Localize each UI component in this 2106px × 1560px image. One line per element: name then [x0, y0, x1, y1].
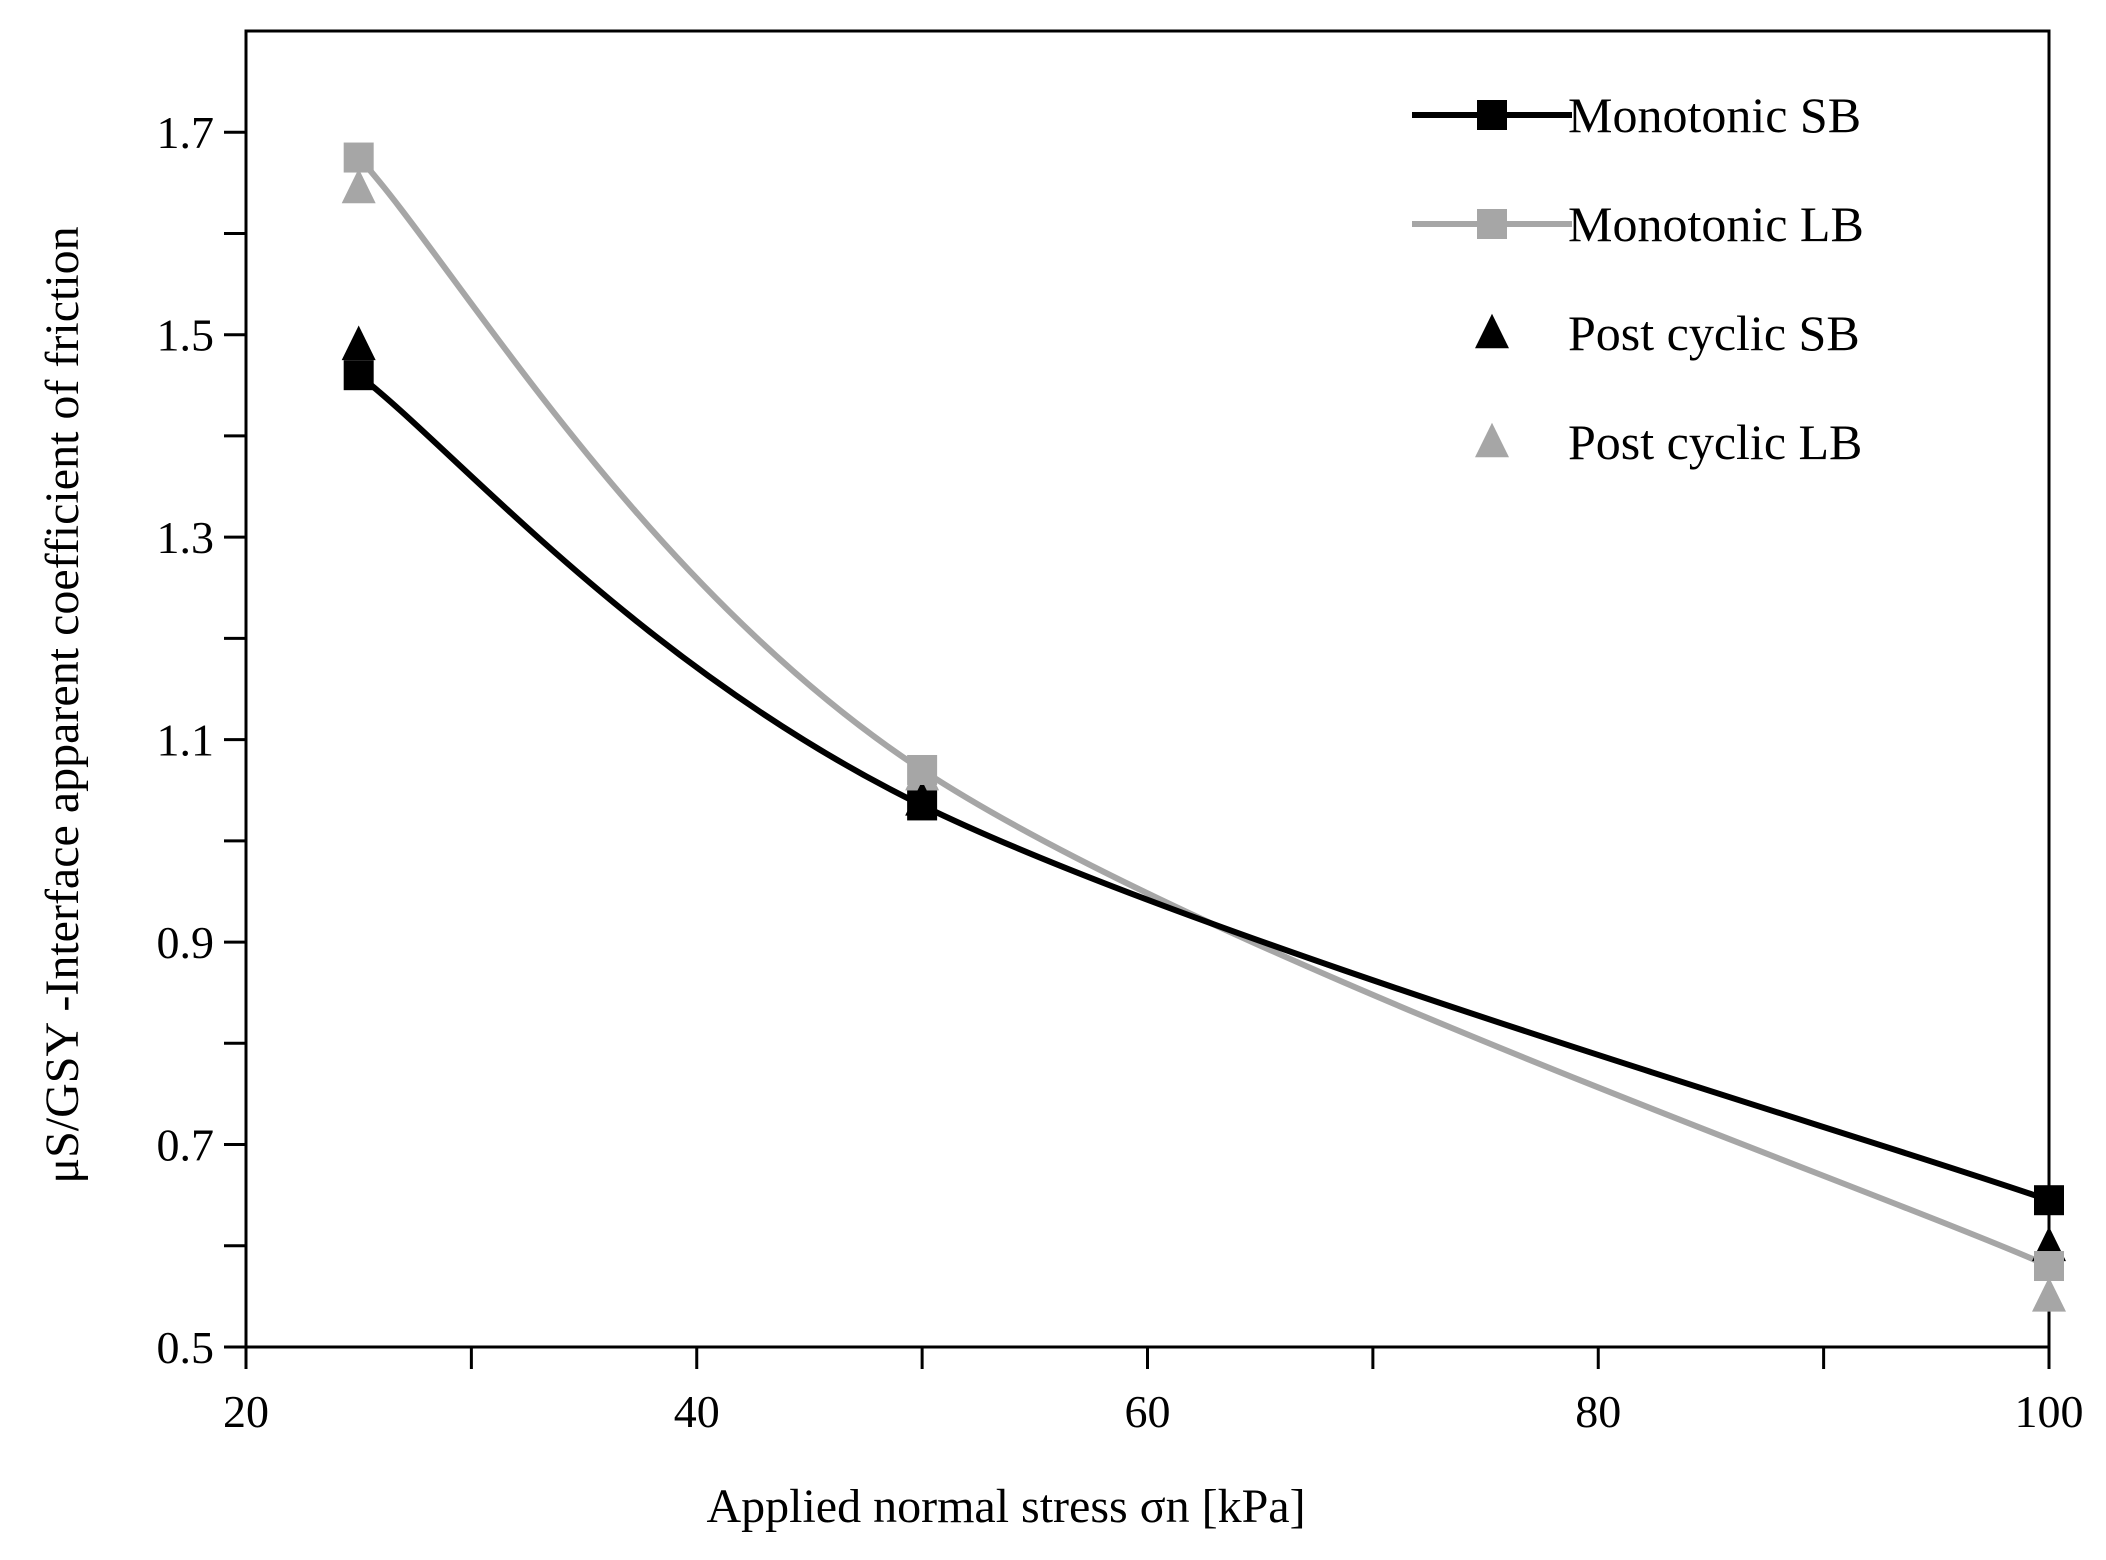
y-tick-label: 1.1	[157, 715, 215, 766]
x-axis-title: Applied normal stress σn [kPa]	[706, 1480, 1305, 1533]
legend: Monotonic SB Monotonic LB Post cyclic SB Po…	[1412, 87, 1864, 470]
legend-label-post-cyclic-sb: Post cyclic SB	[1568, 305, 1860, 361]
y-tick-label: 1.3	[157, 512, 215, 563]
x-tick-label: 40	[674, 1386, 720, 1437]
data-point-post-cyclic-sb	[341, 325, 376, 361]
legend-label-post-cyclic-lb: Post cyclic LB	[1568, 414, 1862, 470]
data-point-monotonic-sb	[2034, 1185, 2064, 1216]
y-tick-label: 0.5	[157, 1322, 215, 1373]
x-tick-label: 100	[2015, 1386, 2084, 1437]
series-line-monotonic-sb	[356, 372, 2050, 1204]
data-point-monotonic-lb	[343, 142, 374, 173]
x-axis: 20 40 60 80 100	[223, 1347, 2084, 1437]
data-point-monotonic-sb	[907, 790, 938, 821]
series-line-monotonic-lb	[356, 155, 2051, 1269]
y-tick-label: 0.9	[157, 917, 215, 968]
legend-marker-monotonic-sb	[1477, 100, 1507, 130]
data-point-monotonic-lb	[2034, 1251, 2064, 1282]
y-tick-label: 0.7	[157, 1120, 215, 1171]
x-tick-label: 60	[1125, 1386, 1171, 1437]
y-tick-label: 1.5	[157, 310, 215, 361]
series-lines	[356, 155, 2051, 1269]
legend-marker-monotonic-lb	[1477, 209, 1507, 239]
series-markers	[341, 142, 2066, 1312]
y-tick-label: 1.7	[157, 107, 215, 158]
data-point-monotonic-sb	[343, 360, 374, 391]
data-point-post-cyclic-lb	[2032, 1277, 2066, 1312]
y-axis-title: μS/GSY -Interface apparent coefficient o…	[36, 226, 89, 1183]
x-tick-label: 80	[1575, 1386, 1621, 1437]
y-axis: 0.5 0.7 0.9 1.1 1.3 1.5 1.7	[157, 107, 246, 1373]
data-point-post-cyclic-lb	[341, 168, 376, 204]
legend-label-monotonic-lb: Monotonic LB	[1568, 196, 1864, 252]
data-point-monotonic-lb	[907, 754, 938, 785]
legend-marker-post-cyclic-lb	[1475, 422, 1509, 458]
legend-marker-post-cyclic-sb	[1475, 313, 1509, 349]
x-tick-label: 20	[223, 1386, 269, 1437]
legend-label-monotonic-sb: Monotonic SB	[1568, 87, 1861, 143]
